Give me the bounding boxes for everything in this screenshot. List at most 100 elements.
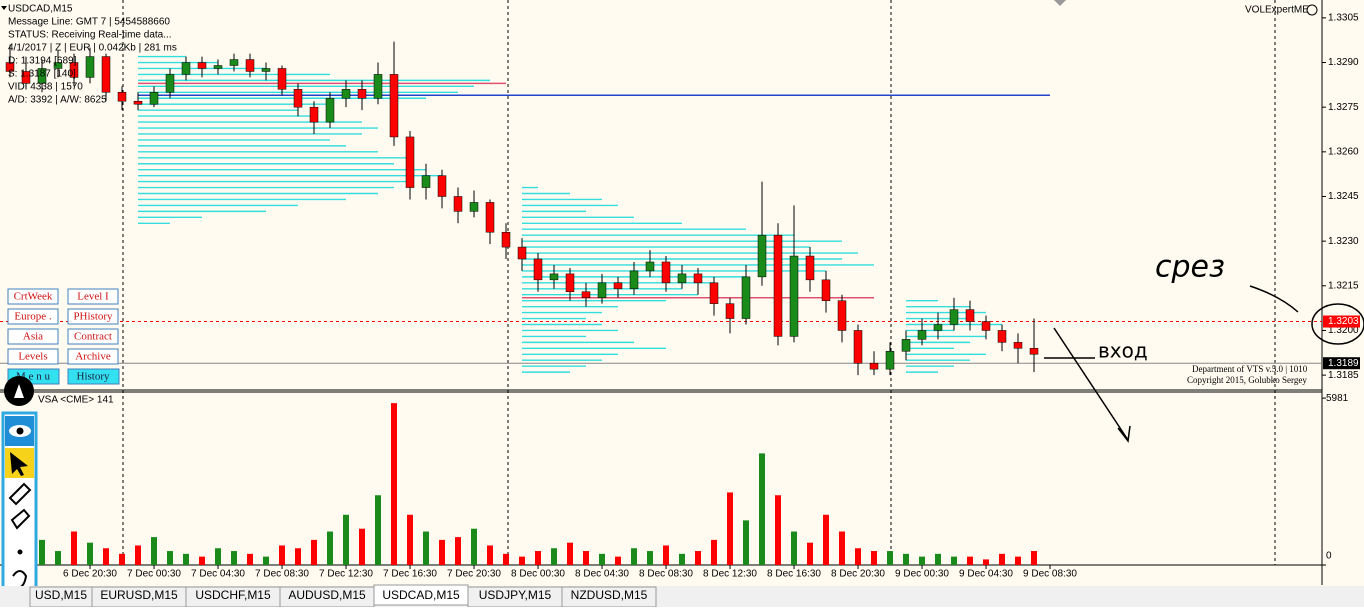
volume-bar xyxy=(231,551,237,565)
volume-bar xyxy=(295,548,301,565)
button-label: Archive xyxy=(75,351,111,363)
info-line: STATUS: Receiving Real-time data... xyxy=(8,30,172,41)
collapse-icon xyxy=(1,6,7,10)
info-line: D: 1.3194 [689] xyxy=(8,56,77,67)
candle-body xyxy=(661,261,671,284)
button[interactable] xyxy=(67,328,119,345)
candle-body xyxy=(197,62,207,69)
y-tick-label: 1.3245 xyxy=(1328,191,1359,202)
button-label: CrtWeek xyxy=(14,291,53,303)
info-line: VID: 4338 | 1570 xyxy=(8,82,83,93)
candle-body xyxy=(581,291,591,298)
price-label: 1.3203 xyxy=(1328,316,1359,327)
volume-bar xyxy=(983,559,989,565)
x-tick-label: 7 Dec 12:30 xyxy=(319,569,373,580)
volume-bar xyxy=(359,528,365,565)
tool-icons[interactable] xyxy=(8,482,32,530)
button[interactable] xyxy=(7,308,59,325)
tab-label: USDCHF,M15 xyxy=(195,588,271,602)
tab-label: NZDUSD,M15 xyxy=(571,588,648,602)
annotation: срез xyxy=(1155,250,1225,285)
x-tick-label: 9 Dec 08:30 xyxy=(1023,569,1077,580)
volume-bar xyxy=(263,556,269,565)
volume-bar xyxy=(71,531,77,565)
y-tick-label: 0 xyxy=(1326,551,1332,562)
x-tick-label: 7 Dec 16:30 xyxy=(383,569,437,580)
candle-body xyxy=(21,71,31,84)
volume-bar xyxy=(199,556,205,565)
volume-bar xyxy=(807,542,813,565)
candle-body xyxy=(437,175,447,197)
candle-body xyxy=(837,300,847,331)
candle-body xyxy=(101,56,111,93)
volume-bar xyxy=(967,556,973,565)
symbol: USDCAD,M15 xyxy=(8,4,73,15)
candle-body xyxy=(37,68,47,84)
tab-label: AUDUSD,M15 xyxy=(288,588,366,602)
volume-bar xyxy=(855,548,861,565)
volume-bar xyxy=(631,548,637,565)
volume-bar xyxy=(167,551,173,565)
candle-body xyxy=(405,136,415,188)
volume-title: VSA <CME> 141 xyxy=(38,395,114,406)
price-label-box xyxy=(1323,357,1360,370)
y-tick-label: 1.3185 xyxy=(1328,370,1359,381)
volume-bar xyxy=(103,548,109,565)
button[interactable] xyxy=(7,348,59,365)
candle-body xyxy=(901,339,911,352)
price-label-box xyxy=(1323,315,1360,328)
volume-bar xyxy=(1031,551,1037,565)
volume-bar xyxy=(887,551,893,565)
candle-body xyxy=(533,258,543,281)
volume-bar xyxy=(327,531,333,565)
candle-body xyxy=(821,279,831,301)
x-tick-label: 7 Dec 08:30 xyxy=(255,569,309,580)
tool-dot[interactable] xyxy=(17,549,23,555)
volume-bar xyxy=(183,553,189,565)
button[interactable] xyxy=(7,288,59,305)
button[interactable] xyxy=(7,328,59,345)
volume-bar xyxy=(135,545,141,565)
tab-label: USDCAD,M15 xyxy=(382,588,460,602)
x-tick-label: 8 Dec 12:30 xyxy=(703,569,757,580)
candle-body xyxy=(805,255,815,281)
candle-body xyxy=(645,261,655,272)
volume-bar xyxy=(663,545,669,565)
candle-body xyxy=(469,202,479,212)
volume-bar xyxy=(871,551,877,565)
y-tick-label: 1.3215 xyxy=(1328,280,1359,291)
candle-body xyxy=(357,89,367,99)
candle-body xyxy=(597,282,607,298)
volume-bar xyxy=(583,551,589,565)
button[interactable] xyxy=(67,288,119,305)
candle-body xyxy=(949,309,959,325)
candle-body xyxy=(709,282,719,304)
volume-bar xyxy=(711,539,717,565)
volume-bar xyxy=(551,548,557,565)
button-panel: CrtWeek Level I Europe . PHistory Asia Contra… xyxy=(7,288,120,385)
candle-body xyxy=(965,309,975,322)
volume-bar xyxy=(55,551,61,565)
annotation: вход xyxy=(1098,339,1148,363)
candle-body xyxy=(773,234,783,337)
candle-body xyxy=(149,92,159,105)
button[interactable] xyxy=(67,308,119,325)
button[interactable] xyxy=(67,368,120,385)
x-tick-label: 7 Dec 20:30 xyxy=(447,569,501,580)
button-label: Europe . xyxy=(14,311,52,323)
candle-body xyxy=(629,270,639,290)
annotation-circle xyxy=(1311,303,1364,345)
candle-body xyxy=(453,196,463,212)
candle-body xyxy=(389,74,399,138)
volume-bar xyxy=(39,539,45,565)
volume-bar xyxy=(215,548,221,565)
tab-label: USD,M15 xyxy=(35,588,87,602)
button-label: Contract xyxy=(74,331,112,343)
button-label: History xyxy=(77,371,111,383)
button[interactable] xyxy=(67,348,119,365)
candle-body xyxy=(853,330,863,364)
info-line: S: 1.3187 [140] xyxy=(8,69,76,80)
